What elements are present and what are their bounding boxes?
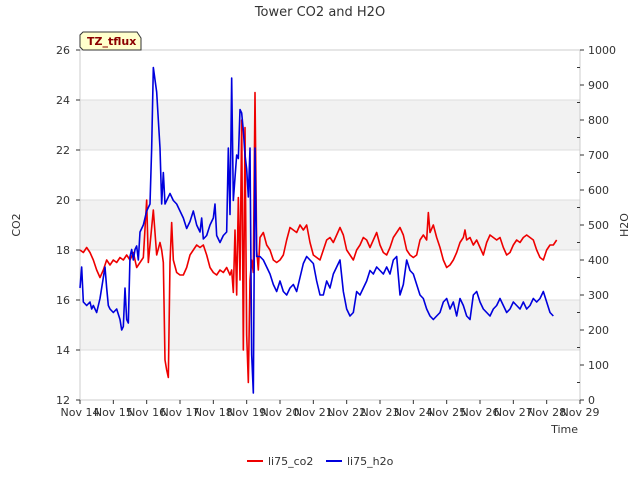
chart-title: Tower CO2 and H2O	[254, 5, 385, 20]
grid-band	[80, 100, 580, 150]
right-axis-label: H2O	[618, 213, 631, 237]
x-tick-label: Nov 29	[561, 406, 600, 419]
left-tick-label: 26	[56, 44, 70, 57]
site-badge-label: TZ_tflux	[87, 35, 136, 48]
x-tick-label: Nov 17	[161, 406, 200, 419]
left-tick-label: 20	[56, 194, 70, 207]
left-tick-label: 14	[56, 344, 70, 357]
x-tick-label: Nov 28	[527, 406, 566, 419]
grid-band	[80, 200, 580, 250]
left-tick-label: 24	[56, 94, 70, 107]
right-tick-label: 100	[588, 359, 609, 372]
legend: li75_co2 li75_h2o	[247, 455, 394, 468]
x-tick-label: Nov 23	[361, 406, 400, 419]
x-tick-label: Nov 18	[194, 406, 233, 419]
right-tick-label: 0	[588, 394, 595, 407]
left-tick-label: 18	[56, 244, 70, 257]
legend-label-co2: li75_co2	[268, 455, 313, 468]
site-badge-box	[79, 31, 142, 51]
x-axis-label: Time	[550, 423, 578, 436]
right-tick-label: 300	[588, 289, 609, 302]
grid-bands	[80, 100, 580, 350]
right-tick-label: 700	[588, 149, 609, 162]
site-badge: TZ_tflux	[79, 31, 142, 51]
series-line-li75_h2o	[79, 66, 554, 394]
x-tick-label: Nov 25	[427, 406, 466, 419]
left-tick-label: 12	[56, 394, 70, 407]
right-tick-label: 600	[588, 184, 609, 197]
x-tick-label: Nov 21	[294, 406, 333, 419]
x-tick-label: Nov 15	[94, 406, 133, 419]
legend-label-h2o: li75_h2o	[347, 455, 394, 468]
right-tick-label: 800	[588, 114, 609, 127]
right-tick-label: 400	[588, 254, 609, 267]
left-axis-label: CO2	[10, 213, 23, 236]
right-axis: 0 100 200 300 400 500 600 700 800 900 1000	[577, 44, 616, 407]
x-tick-label: Nov 20	[261, 406, 300, 419]
left-tick-label: 22	[56, 144, 70, 157]
x-tick-label: Nov 19	[227, 406, 266, 419]
series-line-li75_co2	[79, 91, 558, 384]
plot-area	[79, 49, 581, 401]
x-tick-label: Nov 27	[494, 406, 533, 419]
right-tick-label: 900	[588, 79, 609, 92]
x-tick-label: Nov 14	[61, 406, 100, 419]
left-tick-label: 16	[56, 294, 70, 307]
series-group	[79, 66, 558, 394]
x-tick-label: Nov 24	[394, 406, 433, 419]
x-tick-label: Nov 22	[327, 406, 366, 419]
right-tick-label: 1000	[588, 44, 616, 57]
x-tick-label: Nov 16	[127, 406, 166, 419]
x-tick-label: Nov 26	[461, 406, 500, 419]
right-tick-label: 200	[588, 324, 609, 337]
right-tick-label: 500	[588, 219, 609, 232]
left-axis: 12 14 16 18 20 22 24 26	[56, 44, 80, 407]
